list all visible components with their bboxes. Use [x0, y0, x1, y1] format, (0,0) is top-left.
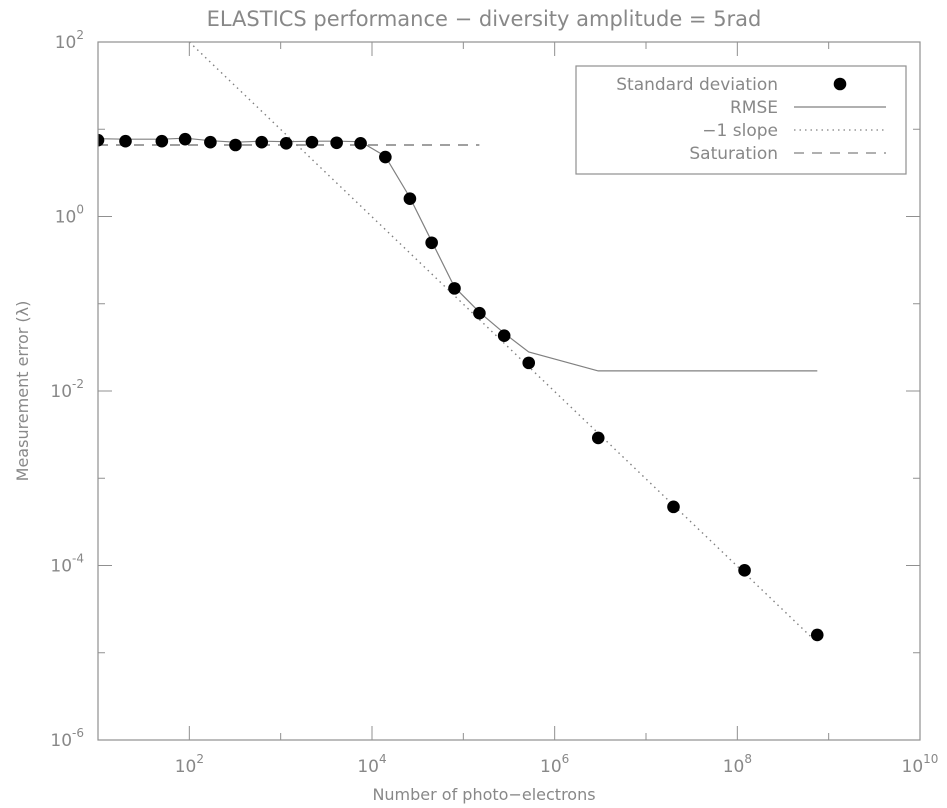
std-dev-point — [155, 134, 169, 148]
x-tick-label: 1010 — [902, 752, 939, 777]
std-dev-point — [255, 135, 269, 149]
y-tick-label: 100 — [55, 203, 84, 228]
legend-label: −1 slope — [702, 121, 778, 141]
y-axis-label: Measurement error (λ) — [13, 301, 32, 482]
y-tick-label: 10-4 — [50, 552, 84, 577]
std-dev-point — [591, 431, 605, 445]
std-dev-point — [354, 137, 367, 150]
legend: Standard deviation RMSE −1 slope Saturation — [575, 65, 907, 175]
chart-title: ELASTICS performance − diversity amplitu… — [207, 7, 762, 31]
std-dev-point — [379, 150, 392, 164]
x-tick-label: 102 — [175, 752, 204, 777]
std-dev-point — [98, 133, 105, 147]
x-axis-label: Number of photo−electrons — [372, 785, 595, 804]
std-dev-point — [229, 138, 242, 152]
y-tick-label: 102 — [55, 28, 84, 53]
std-dev-point — [204, 135, 217, 149]
std-dev-point — [119, 134, 132, 148]
rmse-line — [98, 137, 818, 372]
std-dev-point — [667, 500, 680, 514]
y-tick-label: 10-2 — [50, 377, 84, 402]
std-dev-point — [425, 236, 438, 250]
std-dev-point — [810, 628, 824, 642]
std-dev-point — [330, 136, 343, 150]
std-dev-point — [279, 137, 293, 150]
slope-line — [188, 42, 818, 644]
legend-box — [575, 65, 907, 175]
std-dev-point — [403, 192, 417, 205]
std-dev-point — [178, 132, 192, 146]
std-dev-point — [738, 564, 751, 577]
legend-dot-swatch — [833, 77, 847, 91]
std-dev-point — [305, 135, 319, 149]
plot-area — [98, 42, 824, 644]
y-tick-label: 10-6 — [50, 726, 84, 751]
axes: 102 104 106 108 1010 102 100 10-2 10-4 10-6 — [50, 28, 938, 777]
std-dev-point — [522, 356, 536, 370]
legend-label: Saturation — [689, 144, 778, 164]
x-tick-label: 108 — [723, 752, 752, 777]
x-tick-label: 106 — [540, 752, 569, 777]
legend-label: Standard deviation — [616, 75, 778, 95]
std-dev-point — [473, 306, 486, 320]
legend-label: RMSE — [730, 98, 778, 118]
std-dev-point — [497, 329, 511, 343]
std-dev-point — [448, 282, 461, 295]
x-tick-label: 104 — [357, 752, 386, 777]
